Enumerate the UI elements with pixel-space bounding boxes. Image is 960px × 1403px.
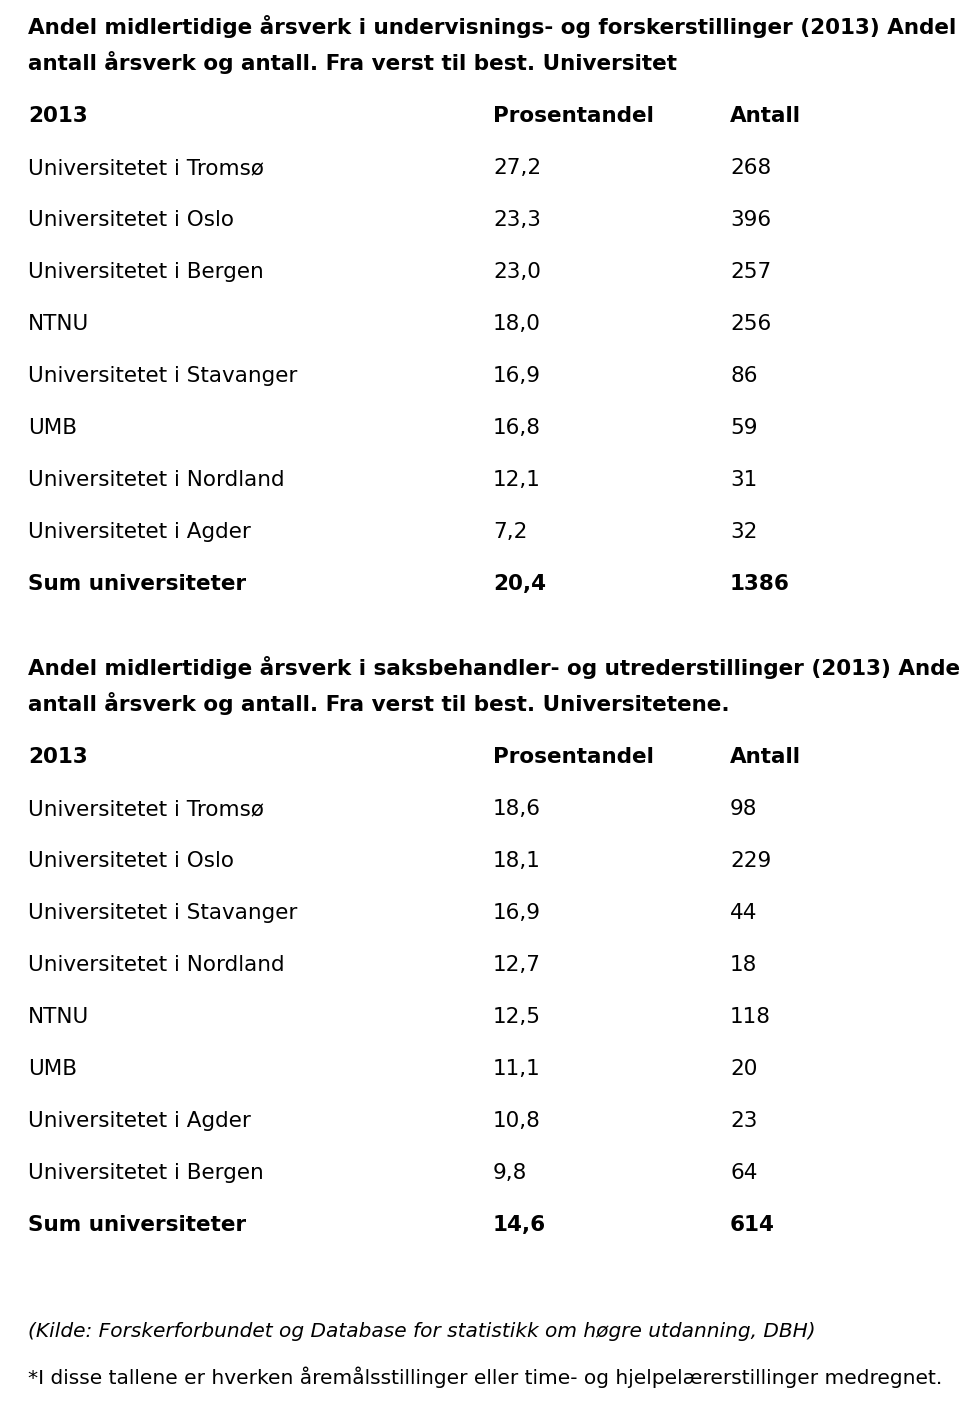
Text: 11,1: 11,1 <box>493 1059 540 1079</box>
Text: 18,6: 18,6 <box>493 798 541 819</box>
Text: 1386: 1386 <box>730 574 790 593</box>
Text: NTNU: NTNU <box>28 314 89 334</box>
Text: NTNU: NTNU <box>28 1007 89 1027</box>
Text: 2013: 2013 <box>28 107 87 126</box>
Text: Prosentandel: Prosentandel <box>493 107 654 126</box>
Text: Universitetet i Stavanger: Universitetet i Stavanger <box>28 366 298 386</box>
Text: 118: 118 <box>730 1007 771 1027</box>
Text: (Kilde: Forskerforbundet og Database for statistikk om høgre utdanning, DBH): (Kilde: Forskerforbundet og Database for… <box>28 1322 816 1341</box>
Text: Andel midlertidige årsverk i saksbehandler- og utrederstillinger (2013) Andel av: Andel midlertidige årsverk i saksbehandl… <box>28 657 960 679</box>
Text: Universitetet i Tromsø: Universitetet i Tromsø <box>28 159 264 178</box>
Text: Universitetet i Oslo: Universitetet i Oslo <box>28 210 234 230</box>
Text: 27,2: 27,2 <box>493 159 541 178</box>
Text: Sum universiteter: Sum universiteter <box>28 1215 246 1235</box>
Text: 44: 44 <box>730 904 757 923</box>
Text: 268: 268 <box>730 159 771 178</box>
Text: Universitetet i Agder: Universitetet i Agder <box>28 1111 251 1131</box>
Text: Andel midlertidige årsverk i undervisnings- og forskerstillinger (2013) Andel av: Andel midlertidige årsverk i undervisnin… <box>28 15 960 38</box>
Text: Prosentandel: Prosentandel <box>493 746 654 767</box>
Text: 16,9: 16,9 <box>493 366 541 386</box>
Text: 12,7: 12,7 <box>493 955 541 975</box>
Text: Universitetet i Agder: Universitetet i Agder <box>28 522 251 542</box>
Text: 64: 64 <box>730 1163 757 1183</box>
Text: 98: 98 <box>730 798 757 819</box>
Text: Universitetet i Nordland: Universitetet i Nordland <box>28 955 284 975</box>
Text: *I disse tallene er hverken åremålsstillinger eller time- og hjelpelærerstilling: *I disse tallene er hverken åremålsstill… <box>28 1367 943 1388</box>
Text: Antall: Antall <box>730 107 801 126</box>
Text: 16,8: 16,8 <box>493 418 541 438</box>
Text: antall årsverk og antall. Fra verst til best. Universitetene.: antall årsverk og antall. Fra verst til … <box>28 692 730 716</box>
Text: 20,4: 20,4 <box>493 574 546 593</box>
Text: 12,5: 12,5 <box>493 1007 541 1027</box>
Text: 12,1: 12,1 <box>493 470 540 490</box>
Text: Universitetet i Bergen: Universitetet i Bergen <box>28 262 264 282</box>
Text: Universitetet i Oslo: Universitetet i Oslo <box>28 852 234 871</box>
Text: 7,2: 7,2 <box>493 522 527 542</box>
Text: 229: 229 <box>730 852 771 871</box>
Text: 18: 18 <box>730 955 757 975</box>
Text: 23,0: 23,0 <box>493 262 540 282</box>
Text: 9,8: 9,8 <box>493 1163 527 1183</box>
Text: 32: 32 <box>730 522 757 542</box>
Text: Universitetet i Tromsø: Universitetet i Tromsø <box>28 798 264 819</box>
Text: 614: 614 <box>730 1215 775 1235</box>
Text: 10,8: 10,8 <box>493 1111 540 1131</box>
Text: 396: 396 <box>730 210 771 230</box>
Text: 2013: 2013 <box>28 746 87 767</box>
Text: 86: 86 <box>730 366 757 386</box>
Text: Antall: Antall <box>730 746 801 767</box>
Text: Universitetet i Bergen: Universitetet i Bergen <box>28 1163 264 1183</box>
Text: antall årsverk og antall. Fra verst til best. Universitet: antall årsverk og antall. Fra verst til … <box>28 51 677 74</box>
Text: 31: 31 <box>730 470 757 490</box>
Text: UMB: UMB <box>28 1059 77 1079</box>
Text: Universitetet i Nordland: Universitetet i Nordland <box>28 470 284 490</box>
Text: 18,1: 18,1 <box>493 852 540 871</box>
Text: 16,9: 16,9 <box>493 904 541 923</box>
Text: 256: 256 <box>730 314 771 334</box>
Text: 59: 59 <box>730 418 757 438</box>
Text: Universitetet i Stavanger: Universitetet i Stavanger <box>28 904 298 923</box>
Text: 14,6: 14,6 <box>493 1215 546 1235</box>
Text: 23: 23 <box>730 1111 757 1131</box>
Text: Sum universiteter: Sum universiteter <box>28 574 246 593</box>
Text: 23,3: 23,3 <box>493 210 540 230</box>
Text: 20: 20 <box>730 1059 757 1079</box>
Text: 18,0: 18,0 <box>493 314 540 334</box>
Text: UMB: UMB <box>28 418 77 438</box>
Text: 257: 257 <box>730 262 771 282</box>
